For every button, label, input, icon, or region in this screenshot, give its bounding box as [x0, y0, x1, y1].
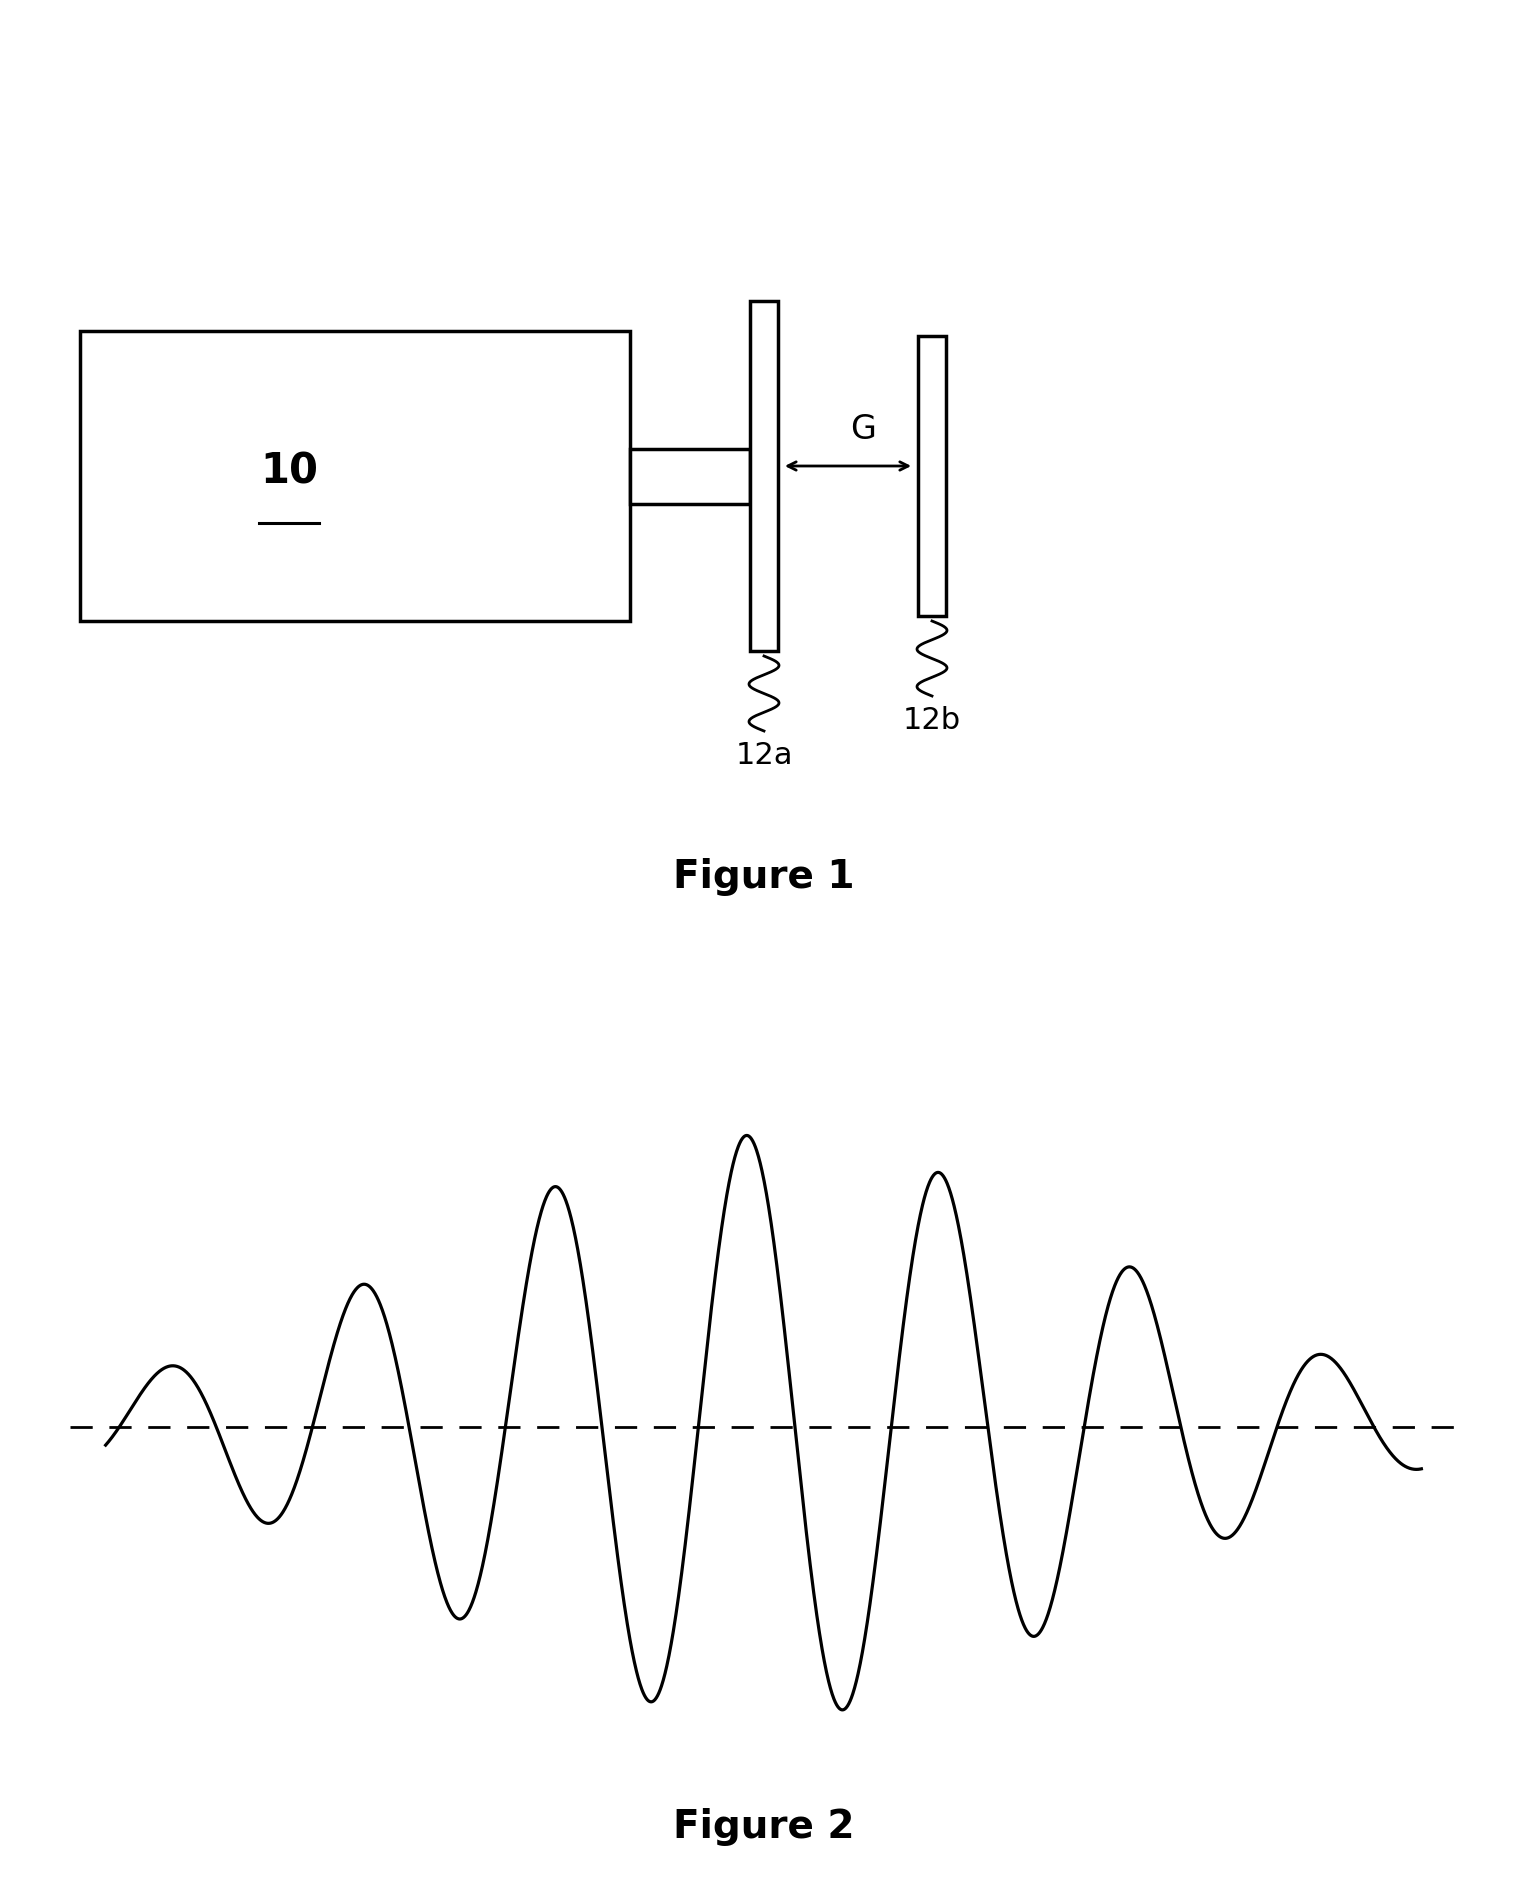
Bar — [631, 449, 750, 504]
Text: 12a: 12a — [734, 742, 793, 770]
Bar — [750, 301, 777, 650]
Text: G: G — [851, 413, 876, 445]
Bar — [918, 337, 947, 616]
Text: Figure 2: Figure 2 — [673, 1807, 854, 1845]
Text: Figure 1: Figure 1 — [673, 858, 854, 896]
Bar — [79, 331, 631, 620]
Text: 10: 10 — [260, 451, 318, 493]
Text: 12b: 12b — [902, 706, 960, 734]
